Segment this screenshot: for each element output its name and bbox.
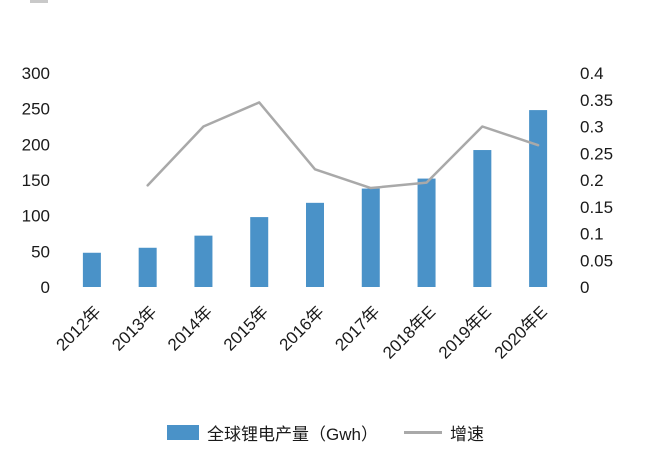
right-axis-tick: 0.35: [580, 91, 613, 110]
left-axis-tick: 100: [22, 207, 50, 226]
left-axis-tick: 250: [22, 100, 50, 119]
left-axis-tick: 200: [22, 135, 50, 154]
right-axis-tick: 0.1: [580, 225, 604, 244]
right-axis-tick: 0.3: [580, 118, 604, 137]
growth-line: [146, 101, 540, 190]
x-axis-label-2013年: 2013年: [108, 302, 160, 354]
right-axis-tick: 0: [580, 278, 589, 297]
bar-2012年: [82, 252, 101, 287]
x-axis-label-2020年E: 2020年E: [491, 302, 551, 362]
right-axis-tick: 0.25: [580, 144, 613, 163]
line-series-swatch: [403, 431, 442, 434]
bar-2018年E: [417, 178, 436, 287]
right-axis-tick: 0.05: [580, 251, 613, 270]
legend-item-line: 增速: [403, 420, 484, 445]
bar-series-swatch: [167, 425, 200, 440]
legend-bars-label: 全球锂电产量（Gwh）: [207, 425, 378, 444]
x-axis-label-2012年: 2012年: [53, 302, 105, 354]
left-axis-tick: 150: [22, 171, 50, 190]
bar-2015年: [250, 217, 269, 287]
x-axis-label-2017年: 2017年: [331, 302, 383, 354]
chart-legend: 全球锂电产量（Gwh） 增速: [0, 420, 651, 445]
left-axis-tick: 50: [31, 242, 50, 261]
left-axis-tick: 0: [41, 278, 50, 297]
right-axis-tick: 0.2: [580, 171, 604, 190]
bar-2017年: [361, 188, 380, 287]
bar-2014年: [194, 235, 213, 287]
bar-2020年E: [529, 110, 548, 288]
right-axis-tick: 0.15: [580, 198, 613, 217]
bar-2019年E: [473, 150, 492, 287]
x-axis-label-2015年: 2015年: [220, 302, 272, 354]
legend-item-bars: 全球锂电产量（Gwh）: [167, 420, 378, 445]
bar-2016年: [306, 202, 324, 287]
crop-artifact-mark: [30, 0, 48, 3]
x-axis-label-2016年: 2016年: [276, 302, 328, 354]
right-axis-tick: 0.4: [580, 64, 604, 83]
x-axis-label-2014年: 2014年: [164, 302, 216, 354]
combo-chart: 300 250 200 150 100 50 0 0.4 0.35 0.3 0.25 0.2 0.15 0…: [22, 64, 613, 363]
left-axis-tick: 300: [22, 64, 50, 83]
legend-line-label: 增速: [449, 425, 484, 444]
x-axis-label-2018年E: 2018年E: [379, 302, 439, 362]
bar-2013年: [138, 247, 157, 287]
x-axis-label-2019年E: 2019年E: [435, 302, 495, 362]
